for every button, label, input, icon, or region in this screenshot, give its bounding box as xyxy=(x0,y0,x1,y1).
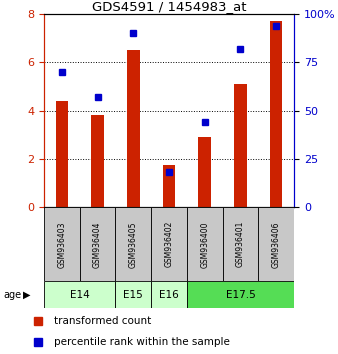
Bar xyxy=(163,165,175,207)
Bar xyxy=(198,137,211,207)
Bar xyxy=(223,207,258,281)
Bar xyxy=(151,207,187,281)
Bar xyxy=(258,207,294,281)
Text: percentile rank within the sample: percentile rank within the sample xyxy=(54,337,230,348)
Text: GSM936401: GSM936401 xyxy=(236,221,245,268)
Text: E16: E16 xyxy=(159,290,179,300)
Bar xyxy=(115,281,151,308)
Text: GSM936403: GSM936403 xyxy=(57,221,66,268)
Text: GSM936406: GSM936406 xyxy=(272,221,281,268)
Bar xyxy=(91,115,104,207)
Text: GSM936400: GSM936400 xyxy=(200,221,209,268)
Bar xyxy=(151,281,187,308)
Bar xyxy=(44,207,80,281)
Title: GDS4591 / 1454983_at: GDS4591 / 1454983_at xyxy=(92,0,246,13)
Text: E17.5: E17.5 xyxy=(225,290,255,300)
Text: ▶: ▶ xyxy=(23,290,30,300)
Bar xyxy=(44,281,115,308)
Text: GSM936402: GSM936402 xyxy=(165,221,173,268)
Bar xyxy=(234,84,247,207)
Bar xyxy=(55,101,68,207)
Bar xyxy=(187,281,294,308)
Text: E14: E14 xyxy=(70,290,90,300)
Text: E15: E15 xyxy=(123,290,143,300)
Bar xyxy=(127,50,140,207)
Bar xyxy=(270,21,283,207)
Bar xyxy=(187,207,223,281)
Text: GSM936404: GSM936404 xyxy=(93,221,102,268)
Bar xyxy=(80,207,115,281)
Bar xyxy=(115,207,151,281)
Text: transformed count: transformed count xyxy=(54,316,151,326)
Text: age: age xyxy=(3,290,22,300)
Text: GSM936405: GSM936405 xyxy=(129,221,138,268)
